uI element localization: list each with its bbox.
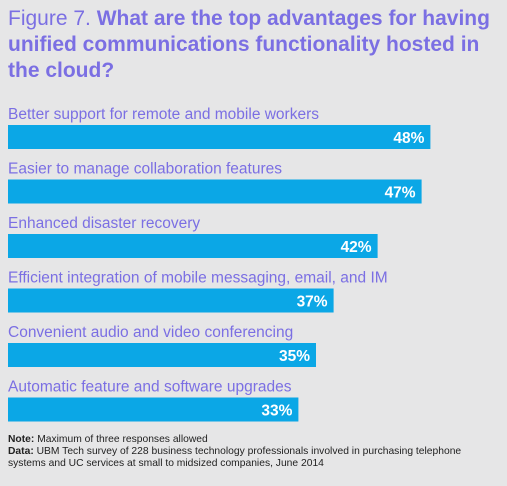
value-label: 35%	[279, 348, 310, 365]
bar	[8, 125, 431, 149]
chart-question: What are the top advantages for having u…	[8, 7, 490, 82]
value-label: 33%	[261, 403, 292, 420]
footnote-note: Note: Maximum of three responses allowed	[8, 434, 500, 446]
category-label: Automatic feature and software upgrades	[8, 379, 292, 396]
data-label: Data:	[8, 446, 34, 457]
figure-label: Figure 7.	[8, 7, 91, 30]
bar-chart: Better support for remote and mobile wor…	[8, 106, 431, 422]
chart-footer: Note: Maximum of three responses allowed…	[8, 434, 500, 470]
value-label: 37%	[297, 294, 328, 311]
category-label: Convenient audio and video conferencing	[8, 324, 293, 341]
category-label: Efficient integration of mobile messagin…	[8, 270, 388, 287]
note-text: Maximum of three responses allowed	[37, 434, 208, 445]
chart-title: Figure 7. What are the top advantages fo…	[8, 6, 498, 84]
bar	[8, 288, 334, 313]
bars-group: Better support for remote and mobile wor…	[8, 106, 431, 422]
category-label: Enhanced disaster recovery	[8, 215, 200, 232]
value-label: 48%	[393, 130, 424, 147]
bar	[8, 397, 299, 422]
bar	[8, 343, 316, 367]
note-label: Note:	[8, 434, 35, 445]
value-label: 42%	[341, 239, 372, 256]
value-label: 47%	[385, 185, 416, 202]
category-label: Easier to manage collaboration features	[8, 161, 282, 178]
bar	[8, 179, 422, 204]
bar	[8, 234, 378, 258]
footnote-data: Data: UBM Tech survey of 228 business te…	[8, 446, 500, 470]
data-source-text: UBM Tech survey of 228 business technolo…	[8, 446, 462, 469]
category-label: Better support for remote and mobile wor…	[8, 106, 319, 123]
